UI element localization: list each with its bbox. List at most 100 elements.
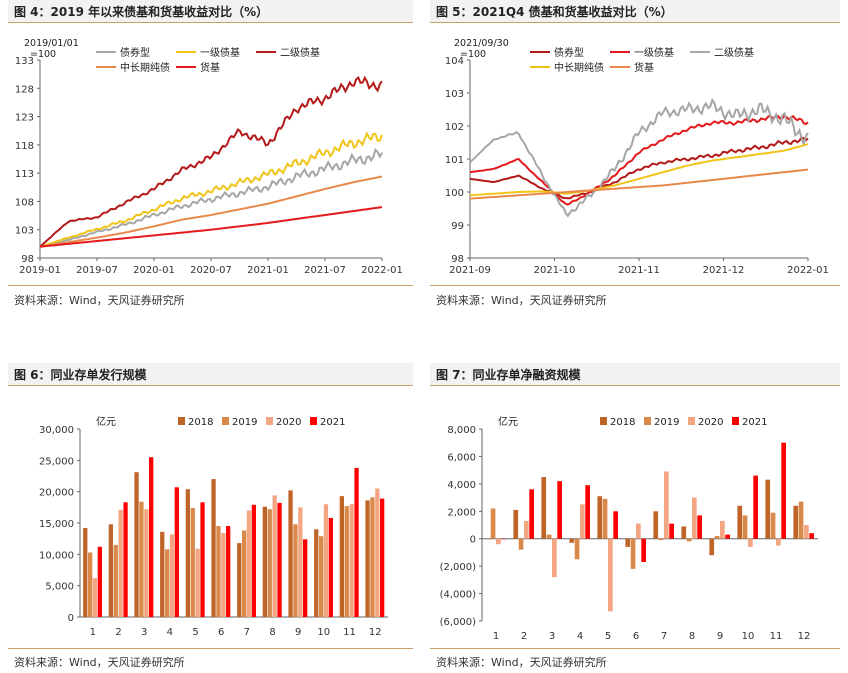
x-tick-label: 2019-07 bbox=[76, 265, 118, 276]
legend-swatch bbox=[644, 417, 651, 425]
chart-panel-fig7: 图 7：同业存单净融资规模 (6,000) (4,000) (2,000) 0 2,00… bbox=[430, 363, 840, 673]
bar bbox=[303, 539, 308, 617]
y-tick-label: (2,000) bbox=[440, 562, 477, 573]
bar bbox=[365, 500, 370, 617]
bar bbox=[809, 533, 814, 539]
bar bbox=[139, 501, 144, 617]
y-tick-label: 98 bbox=[451, 254, 464, 265]
bar bbox=[742, 515, 748, 539]
bar bbox=[298, 507, 303, 617]
bar bbox=[692, 497, 697, 539]
base-value-label: =100 bbox=[30, 49, 56, 60]
legend-label: 2020 bbox=[276, 417, 301, 428]
x-tick-label: 2020-01 bbox=[133, 265, 175, 276]
base-date-label: 2019/01/01 bbox=[24, 38, 79, 49]
y-tick-label: 4,000 bbox=[447, 480, 476, 491]
legend-label: 2020 bbox=[698, 417, 723, 428]
chart-fig7: (6,000) (4,000) (2,000) 0 2,000 4,000 6,000 8,0… bbox=[440, 415, 818, 642]
bar bbox=[798, 501, 804, 539]
y-tick-label: 6,000 bbox=[447, 452, 476, 463]
bar bbox=[195, 548, 200, 617]
bar bbox=[781, 442, 786, 539]
chart-panel-fig6: 图 6：同业存单发行规模 0 5,000 10,000 15,000 20,000 25,… bbox=[8, 363, 413, 673]
y-tick-label: 118 bbox=[15, 141, 34, 152]
bar bbox=[134, 472, 139, 617]
panel-title: 图 5：2021Q4 债基和货基收益对比（%） bbox=[436, 5, 673, 19]
series-line bbox=[39, 75, 383, 248]
bar bbox=[518, 538, 524, 550]
legend-label: 债券型 bbox=[120, 46, 150, 59]
base-value-label: =100 bbox=[460, 49, 486, 60]
panel-title-bar: 图 4：2019 年以来债基和货基收益对比（%） bbox=[8, 0, 413, 23]
bar bbox=[608, 538, 613, 612]
bar bbox=[97, 546, 102, 617]
y-tick-label: 103 bbox=[15, 226, 34, 237]
bar bbox=[804, 525, 809, 539]
bar bbox=[569, 538, 575, 543]
y-tick-label: 15,000 bbox=[39, 519, 74, 530]
panel-title: 图 6：同业存单发行规模 bbox=[14, 368, 147, 382]
bar bbox=[546, 534, 552, 539]
y-tick-label: 128 bbox=[15, 84, 34, 95]
bar bbox=[737, 505, 743, 539]
bar bbox=[88, 552, 93, 617]
bar bbox=[380, 498, 385, 617]
x-tick-label: 3 bbox=[141, 627, 147, 638]
bar bbox=[237, 543, 242, 617]
bar bbox=[272, 495, 277, 617]
bar bbox=[319, 536, 324, 617]
legend-label: 2019 bbox=[232, 417, 257, 428]
legend-label: 货基 bbox=[634, 61, 654, 74]
bar bbox=[557, 481, 562, 539]
base-date-label: 2021/09/30 bbox=[454, 38, 509, 49]
bar bbox=[490, 508, 496, 539]
bar bbox=[552, 538, 557, 578]
panel-title: 图 4：2019 年以来债基和货基收益对比（%） bbox=[14, 5, 269, 19]
bar bbox=[288, 490, 293, 617]
bar bbox=[242, 530, 247, 617]
source-divider bbox=[430, 285, 840, 286]
chart-fig5: 98 99 100 101 102 103 104 2021-09 2021-10 2021-11… bbox=[445, 38, 829, 276]
bar bbox=[375, 488, 380, 617]
chart-fig4: 98 103 108 113 118 123 128 133 2019-01 2019-07 202… bbox=[15, 38, 403, 276]
bar bbox=[574, 538, 580, 560]
y-tick-label: 113 bbox=[15, 169, 34, 180]
panel-title-bar: 图 5：2021Q4 债基和货基收益对比（%） bbox=[430, 0, 840, 23]
y-tick-label: 101 bbox=[445, 155, 464, 166]
bar bbox=[83, 528, 88, 617]
x-tick-label: 4 bbox=[167, 627, 173, 638]
legend-swatch bbox=[266, 417, 273, 425]
series-line bbox=[39, 206, 383, 248]
source-note: 资料来源：Wind，天风证券研究所 bbox=[436, 294, 607, 307]
bar bbox=[349, 504, 354, 617]
bar bbox=[793, 505, 799, 539]
bar bbox=[354, 467, 359, 617]
legend-swatch bbox=[732, 417, 739, 425]
x-tick-label: 2021-12 bbox=[703, 265, 745, 276]
y-tick-label: (4,000) bbox=[440, 590, 477, 601]
series-line bbox=[469, 168, 809, 200]
legend-label: 二级债基 bbox=[280, 46, 320, 59]
series-line bbox=[39, 175, 383, 248]
x-tick-label: 6 bbox=[633, 631, 639, 642]
y-tick-label: 2,000 bbox=[447, 507, 476, 518]
y-tick-label: 102 bbox=[445, 122, 464, 133]
legend-label: 2021 bbox=[320, 417, 345, 428]
x-tick-label: 1 bbox=[493, 631, 499, 642]
y-tick-label: 8,000 bbox=[447, 425, 476, 436]
x-tick-label: 2021-01 bbox=[247, 265, 289, 276]
bar bbox=[765, 479, 771, 539]
bar bbox=[165, 549, 170, 617]
unit-label: 亿元 bbox=[498, 415, 518, 428]
x-tick-label: 7 bbox=[244, 627, 250, 638]
legend-swatch bbox=[600, 417, 607, 425]
bar bbox=[541, 477, 547, 539]
x-tick-label: 2022-01 bbox=[361, 265, 403, 276]
y-tick-label: 123 bbox=[15, 113, 34, 124]
bar bbox=[328, 518, 333, 617]
source-divider bbox=[430, 648, 840, 649]
x-tick-label: 8 bbox=[689, 631, 695, 642]
y-tick-label: 100 bbox=[445, 188, 464, 199]
bar bbox=[748, 538, 753, 547]
